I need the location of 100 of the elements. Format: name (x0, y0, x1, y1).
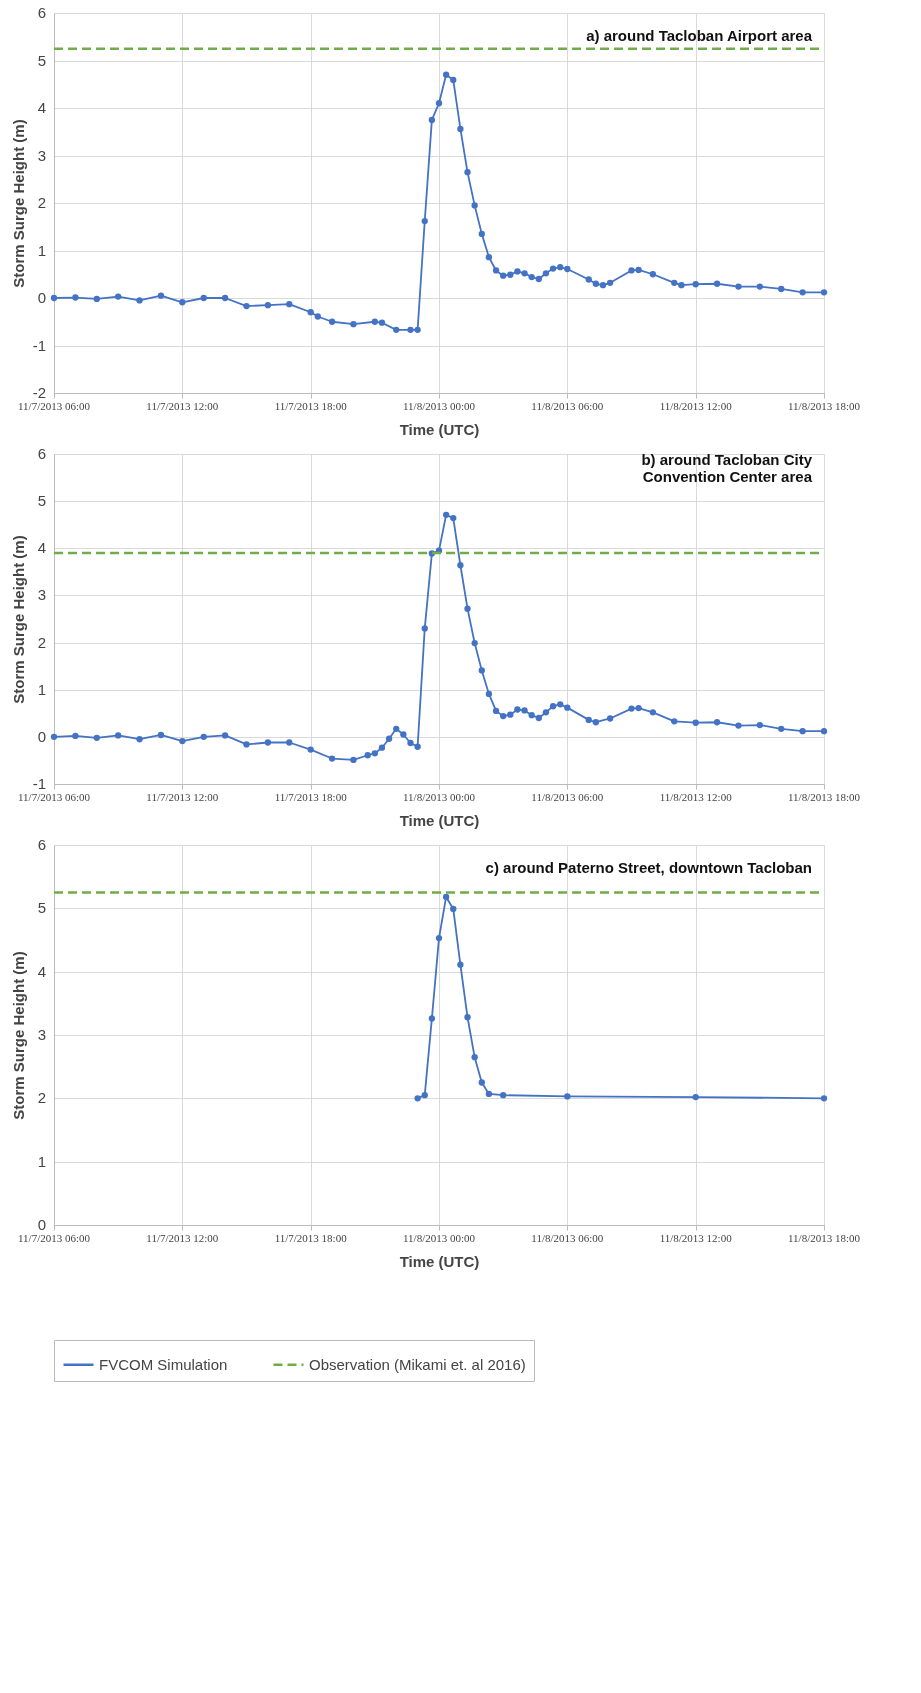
point (264, 739, 272, 746)
point (564, 704, 571, 711)
point (671, 279, 678, 286)
point (820, 289, 828, 296)
point (457, 125, 464, 133)
point (564, 265, 571, 273)
point (464, 168, 471, 176)
point (628, 705, 635, 712)
point (542, 270, 550, 277)
y-tick-label: 5 (37, 899, 46, 917)
point (485, 1090, 493, 1098)
point (478, 667, 485, 674)
point (378, 319, 386, 326)
point (649, 271, 657, 278)
point (485, 690, 493, 698)
chart-title: b) around Tacloban City Convention Center area (641, 451, 813, 485)
point (442, 511, 450, 518)
y-tick-label: 2 (37, 194, 46, 211)
point (421, 625, 428, 632)
point (528, 273, 535, 281)
x-axis-title: Time (UTC) (399, 812, 480, 829)
x-tick-label: 11/7/2013 12:00 (146, 400, 219, 412)
point (364, 752, 371, 759)
y-tick-label: -2 (32, 384, 46, 401)
point (136, 297, 143, 304)
point (450, 514, 457, 522)
point (478, 1079, 485, 1086)
point (136, 736, 143, 743)
y-tick-label: 1 (37, 1152, 46, 1170)
point (521, 707, 528, 714)
point (157, 292, 165, 299)
point (157, 731, 165, 739)
point (115, 293, 122, 300)
point (307, 746, 314, 753)
x-tick-label: 11/8/2013 18:00 (787, 791, 861, 803)
point (221, 294, 229, 302)
point (371, 750, 378, 757)
x-tick-label: 11/8/2013 18:00 (787, 400, 861, 412)
point (542, 709, 550, 716)
point (671, 718, 678, 725)
point (549, 265, 557, 272)
point (514, 706, 521, 713)
point (378, 744, 386, 751)
point (507, 711, 514, 718)
y-tick-label: 0 (37, 1216, 46, 1233)
point (492, 267, 500, 274)
point (535, 714, 542, 722)
point (606, 279, 614, 286)
x-tick-label: 11/7/2013 06:00 (17, 791, 91, 803)
point (521, 270, 528, 277)
point (464, 1014, 471, 1021)
y-tick-label: 5 (37, 492, 46, 510)
y-tick-label: 3 (37, 146, 46, 164)
x-tick-label: 11/8/2013 00:00 (402, 1232, 476, 1244)
point (328, 755, 336, 762)
point (635, 704, 642, 712)
point (421, 1092, 428, 1099)
point (635, 266, 642, 274)
y-tick-label: 6 (37, 445, 46, 462)
x-tick-label: 11/8/2013 12:00 (659, 791, 733, 803)
point (492, 707, 500, 715)
point (407, 739, 414, 747)
text: a) around Tacloban Airport area (586, 27, 813, 44)
point (564, 1093, 571, 1100)
x-tick-label: 11/8/2013 06:00 (531, 1232, 604, 1244)
point (606, 715, 614, 722)
point (286, 301, 293, 308)
point (435, 934, 443, 942)
point (200, 733, 207, 741)
y-tick-label: 6 (37, 4, 46, 21)
point (421, 217, 428, 225)
point (428, 1015, 436, 1022)
point (485, 253, 493, 261)
point (514, 268, 521, 275)
point (735, 283, 742, 290)
y-tick-label: -1 (32, 775, 46, 792)
y-tick-label: 1 (37, 680, 46, 698)
point (72, 294, 79, 301)
point (314, 313, 321, 320)
point (549, 703, 557, 710)
point (414, 1095, 421, 1102)
text: c) around Paterno Street, downtown Tacloban (485, 859, 812, 876)
point (713, 719, 721, 726)
point (457, 961, 464, 968)
point (407, 326, 414, 333)
point (585, 716, 592, 724)
point (428, 116, 436, 124)
point (450, 76, 457, 84)
point (713, 280, 721, 287)
point (692, 1093, 699, 1101)
y-tick-label: 1 (37, 241, 46, 259)
point (778, 725, 785, 732)
y-axis-title: Storm Surge Height (m) (9, 535, 27, 704)
point (500, 1092, 507, 1099)
y-tick-label: 3 (37, 586, 46, 604)
point (649, 709, 657, 716)
point (820, 728, 828, 735)
y-axis-title: Storm Surge Height (m) (9, 951, 27, 1120)
point (50, 294, 58, 302)
point (400, 731, 407, 738)
